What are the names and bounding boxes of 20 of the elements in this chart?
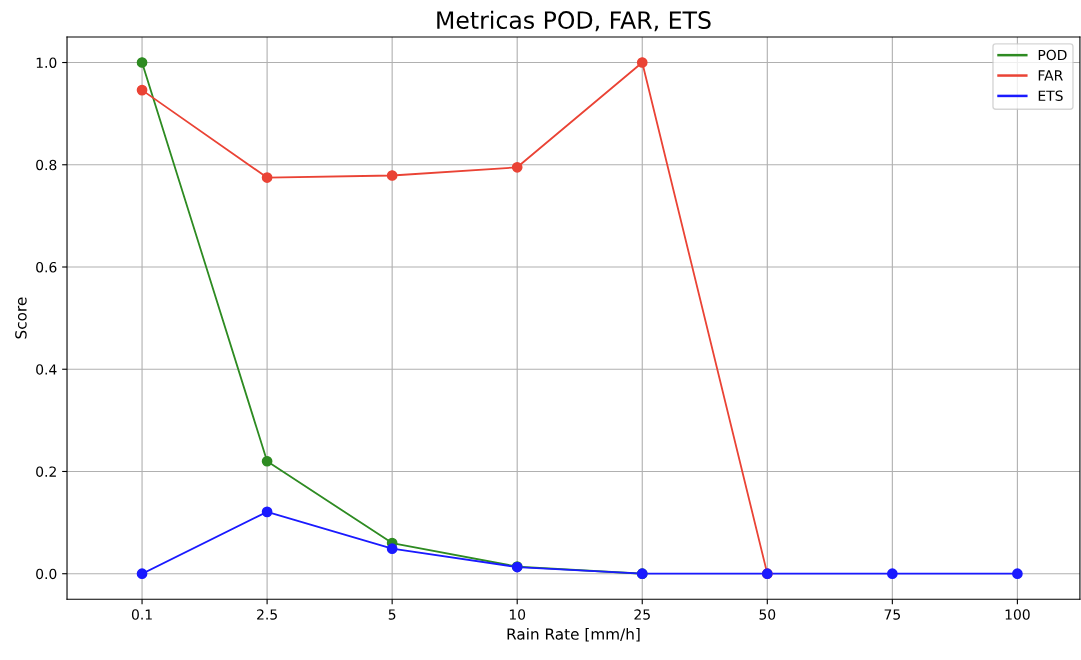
y-tick-label: 0.0: [36, 568, 57, 580]
y-tick-label: 0.4: [36, 364, 57, 375]
x-tick-label: 75: [884, 609, 900, 620]
x-tick-label: 0.1: [131, 609, 152, 620]
x-tick-label: 10: [509, 609, 526, 620]
x-tick-label: 5: [388, 609, 396, 620]
x-tick-label: 2.5: [257, 609, 277, 620]
legend-label: POD: [1038, 49, 1067, 61]
y-tick-label: 0.2: [36, 466, 56, 477]
x-tick-label: 50: [759, 609, 776, 620]
y-axis-title: Score: [15, 297, 27, 339]
y-tick-label: 0.6: [36, 261, 57, 273]
chart-title: Metricas POD, FAR, ETS: [437, 10, 711, 32]
legend-label: FAR: [1038, 70, 1063, 81]
y-tick-label: 1.0: [36, 57, 57, 68]
legend-label: ETS: [1038, 90, 1063, 101]
y-tick-label: 0.8: [36, 159, 57, 171]
x-tick-label: 25: [634, 609, 650, 620]
x-axis-title: Rain Rate [mm/h]: [507, 628, 640, 642]
x-tick-label: 100: [1005, 609, 1030, 620]
